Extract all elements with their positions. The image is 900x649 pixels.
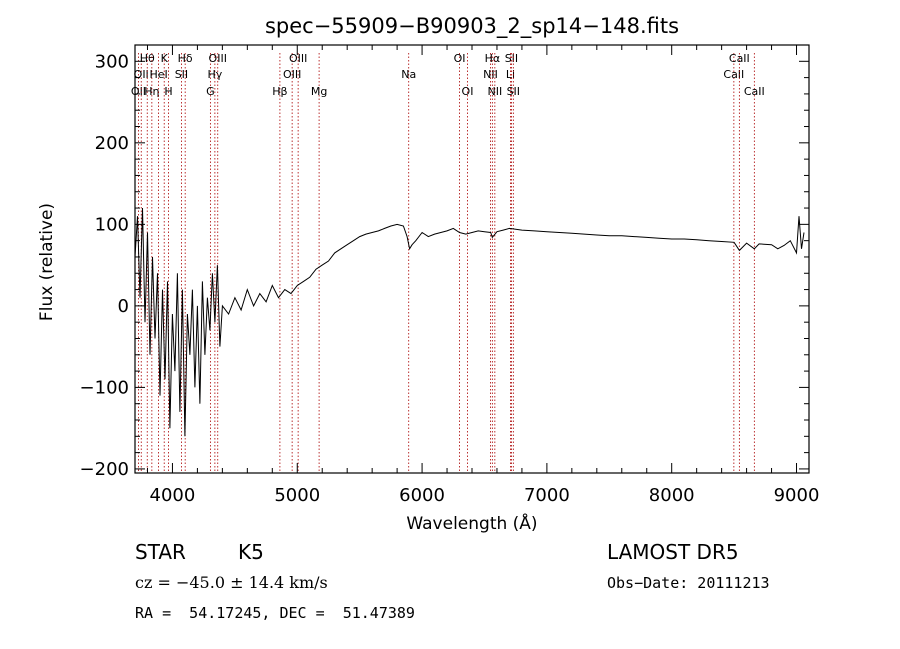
spectral-line-label: H — [164, 85, 172, 98]
y-tick-label: 300 — [95, 51, 129, 72]
spectral-line-label: G — [206, 85, 215, 98]
spectral-line-label: OI — [454, 52, 466, 65]
x-tick-label: 7000 — [524, 485, 570, 506]
y-tick-label: 0 — [118, 296, 129, 317]
spectral-line-markers: OIIOIIHθHηHeIKHSIIHδGHγOIIIHβOIIIOIIIMgN… — [131, 52, 765, 473]
x-tick-label: 9000 — [774, 485, 820, 506]
survey-name: LAMOST DR5 — [607, 540, 739, 564]
spectral-line-label: Hδ — [178, 52, 193, 65]
y-axis-label: Flux (relative) — [37, 203, 57, 321]
spectral-line-label: OIII — [283, 68, 301, 81]
spectral-line-label: OI — [462, 85, 474, 98]
spectral-line-label: Hθ — [140, 52, 155, 65]
y-tick-label: 100 — [95, 214, 129, 235]
chart-title: spec−55909−B90903_2_sp14−148.fits — [265, 14, 679, 39]
spectral-line-label: SII — [507, 85, 520, 98]
x-axis-label: Wavelength (Å) — [406, 512, 537, 534]
redshift-velocity: cz = −45.0 ± 14.4 km/s — [135, 573, 328, 592]
spectral-line-label: Hγ — [207, 68, 222, 81]
y-tick-label: −100 — [80, 377, 129, 398]
spectral-line-label: HeI — [149, 68, 167, 81]
spectral-line-label: Hη — [144, 85, 159, 98]
plot-frame — [134, 44, 810, 474]
spectral-line-label: CaII — [729, 52, 750, 65]
x-tick-label: 8000 — [649, 485, 695, 506]
spectral-line-label: OIII — [209, 52, 227, 65]
spectral-line-label: CaII — [723, 68, 744, 81]
coordinates: RA = 54.17245, DEC = 51.47389 — [135, 604, 415, 622]
y-axis-ticks: −200 −100 0 100 200 300 — [80, 44, 809, 480]
spectral-line-label: NII — [487, 85, 502, 98]
x-tick-label: 6000 — [399, 485, 445, 506]
spectral-line-label: Hα — [485, 52, 501, 65]
y-tick-label: 200 — [95, 133, 129, 154]
spectral-line-label: OII — [131, 85, 146, 98]
spectral-line-label: Mg — [311, 85, 327, 98]
y-tick-label: −200 — [80, 459, 129, 480]
object-subclass: K5 — [238, 540, 264, 564]
spectral-line-label: SII — [175, 68, 188, 81]
x-tick-label: 5000 — [274, 485, 320, 506]
object-class: STAR — [135, 540, 186, 564]
spectral-line-label: Li — [506, 68, 515, 81]
spectrum-series — [134, 207, 805, 437]
spectral-line-label: CaII — [744, 85, 765, 98]
x-tick-label: 4000 — [150, 485, 196, 506]
spectral-line-label: Hβ — [272, 85, 287, 98]
spectral-line-label: K — [161, 52, 169, 65]
spectral-line-label: Na — [401, 68, 416, 81]
observation-date: Obs−Date: 20111213 — [607, 574, 770, 592]
spectral-line-label: OIII — [289, 52, 307, 65]
spectral-line-label: SII — [505, 52, 518, 65]
x-axis-ticks: 4000 5000 6000 7000 8000 9000 — [146, 45, 820, 506]
spectral-line-label: NII — [483, 68, 498, 81]
spectrum-line — [134, 207, 805, 437]
spectral-line-label: OII — [134, 68, 149, 81]
